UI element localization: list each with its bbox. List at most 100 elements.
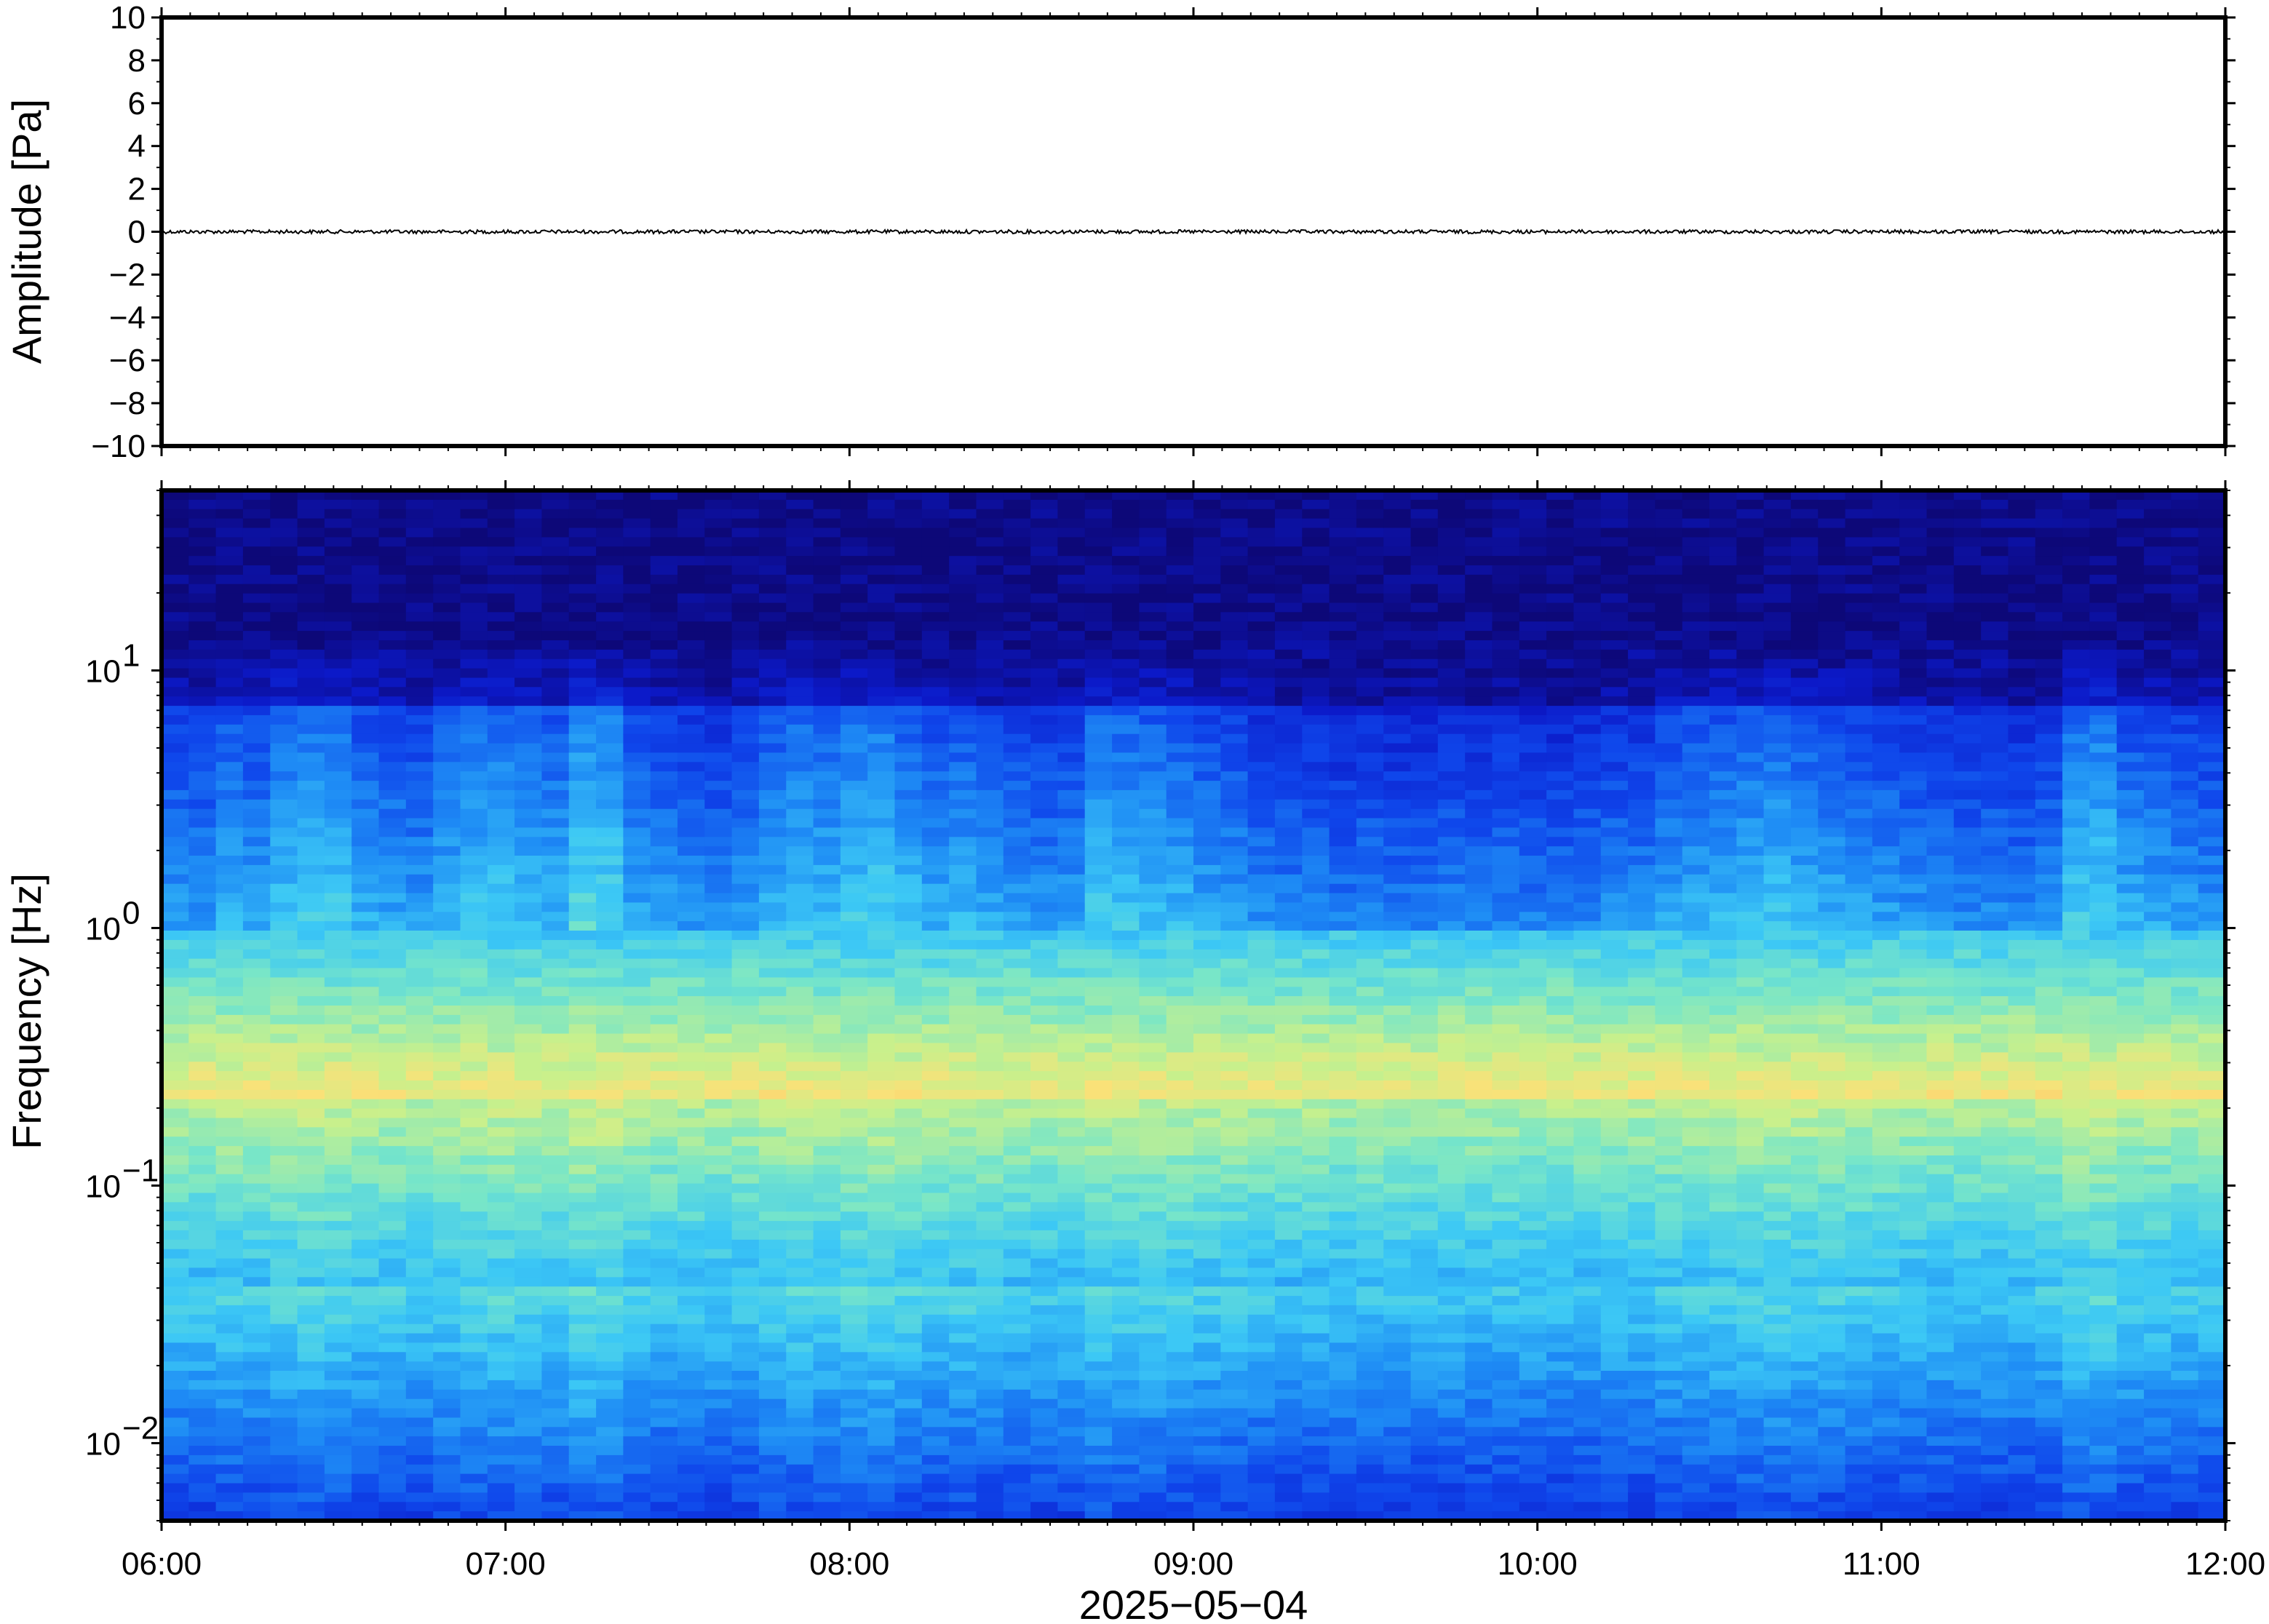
spectrogram-cell <box>1247 1305 1276 1315</box>
spectrogram-cell <box>1112 1239 1140 1250</box>
spectrogram-cell <box>460 1249 488 1259</box>
spectrogram-cell <box>378 537 407 548</box>
spectrogram-cell <box>1030 1267 1059 1278</box>
spectrogram-cell <box>867 1089 896 1100</box>
spectrogram-cell <box>1003 490 1031 501</box>
spectrogram-cell <box>378 856 407 866</box>
spectrogram-cell <box>568 987 597 997</box>
spectrogram-cell <box>541 649 570 660</box>
spectrogram-cell <box>460 771 488 781</box>
spectrogram-cell <box>487 931 515 941</box>
spectrogram-cell <box>867 1296 896 1306</box>
spectrogram-cell <box>162 1033 190 1044</box>
spectrogram-cell <box>1139 631 1167 641</box>
spectrogram-cell <box>949 1127 977 1137</box>
spectrogram-cell <box>514 556 543 566</box>
spectrogram-cell <box>1356 1006 1384 1016</box>
spectrogram-cell <box>568 1464 597 1475</box>
spectrogram-cell <box>1356 977 1384 988</box>
spectrogram-cell <box>541 958 570 969</box>
spectrogram-cell <box>894 1146 923 1156</box>
spectrogram-cell <box>1247 949 1276 960</box>
spectrogram-cell <box>921 696 950 706</box>
spectrogram-cell <box>596 1277 624 1287</box>
spectrogram-cell <box>324 733 352 744</box>
spectrogram-cell <box>1057 846 1086 856</box>
spectrogram-cell <box>270 509 298 520</box>
spectrogram-cell <box>786 1043 814 1054</box>
spectrogram-cell <box>460 1305 488 1315</box>
spectrogram-cell <box>921 1221 950 1231</box>
spectrogram-cell <box>351 902 380 913</box>
spectrogram-cell <box>541 1089 570 1100</box>
spectrogram-cell <box>1274 499 1303 510</box>
spectrogram-cell <box>840 921 868 931</box>
spectrogram-cell <box>1247 789 1276 800</box>
spectrogram-cell <box>270 1024 298 1035</box>
spectrogram-cell <box>162 1277 190 1287</box>
spectrogram-cell <box>813 733 841 744</box>
spectrogram-cell <box>786 518 814 529</box>
spectrogram-cell <box>460 1436 488 1446</box>
spectrogram-cell <box>1329 621 1357 632</box>
spectrogram-cell <box>433 724 461 735</box>
spectrogram-cell <box>162 640 190 650</box>
spectrogram-cell <box>1030 509 1059 520</box>
spectrogram-cell <box>1356 1033 1384 1044</box>
spectrogram-cell <box>786 715 814 725</box>
spectrogram-cell <box>650 781 678 791</box>
spectrogram-cell <box>460 1464 488 1475</box>
spectrogram-cell <box>1193 715 1222 725</box>
spectrogram-cell <box>731 1342 760 1353</box>
spectrogram-cell <box>351 1071 380 1081</box>
spectrogram-cell <box>1030 677 1059 688</box>
spectrogram-cell <box>1003 1352 1031 1362</box>
spectrogram-cell <box>1274 921 1303 931</box>
spectrogram-cell <box>487 518 515 529</box>
spectrogram-cell <box>188 556 217 566</box>
spectrogram-cell <box>1247 958 1276 969</box>
spectrogram-cell <box>568 1062 597 1072</box>
spectrogram-cell <box>867 1352 896 1362</box>
spectrogram-cell <box>894 883 923 894</box>
spectrogram-cell <box>242 1155 271 1166</box>
spectrogram-cell <box>596 649 624 660</box>
spectrogram-cell <box>351 921 380 931</box>
spectrogram-cell <box>487 1483 515 1494</box>
spectrogram-cell <box>1030 1464 1059 1475</box>
spectrogram-cell <box>867 771 896 781</box>
spectrogram-cell <box>813 556 841 566</box>
spectrogram-cell <box>1166 781 1194 791</box>
spectrogram-cell <box>297 864 325 875</box>
spectrogram-cell <box>921 706 950 716</box>
spectrogram-cell <box>650 883 678 894</box>
spectrogram-cell <box>1220 537 1249 548</box>
spectrogram-cell <box>541 1099 570 1110</box>
spectrogram-cell <box>215 640 244 650</box>
spectrogram-cell <box>433 752 461 763</box>
spectrogram-cell <box>976 584 1004 594</box>
spectrogram-cell <box>731 987 760 997</box>
spectrogram-cell <box>731 706 760 716</box>
spectrogram-cell <box>650 528 678 538</box>
spectrogram-cell <box>1003 1267 1031 1278</box>
spectrogram-cell <box>596 696 624 706</box>
spectrogram-cell <box>460 781 488 791</box>
spectrogram-cell <box>786 1267 814 1278</box>
spectrogram-cell <box>650 1062 678 1072</box>
spectrogram-cell <box>1220 846 1249 856</box>
spectrogram-cell <box>949 1052 977 1063</box>
spectrogram-cell <box>623 874 651 885</box>
spectrogram-cell <box>921 1024 950 1035</box>
spectrogram-cell <box>351 1492 380 1503</box>
spectrogram-cell <box>487 706 515 716</box>
spectrogram-cell <box>731 1118 760 1129</box>
spectrogram-cell <box>405 987 434 997</box>
spectrogram-cell <box>704 1183 733 1194</box>
spectrogram-cell <box>162 864 190 875</box>
spectrogram-cell <box>1193 1361 1222 1372</box>
spectrogram-cell <box>514 1267 543 1278</box>
spectrogram-cell <box>405 1502 434 1512</box>
spectrogram-cell <box>1030 977 1059 988</box>
spectrogram-cell <box>867 921 896 931</box>
